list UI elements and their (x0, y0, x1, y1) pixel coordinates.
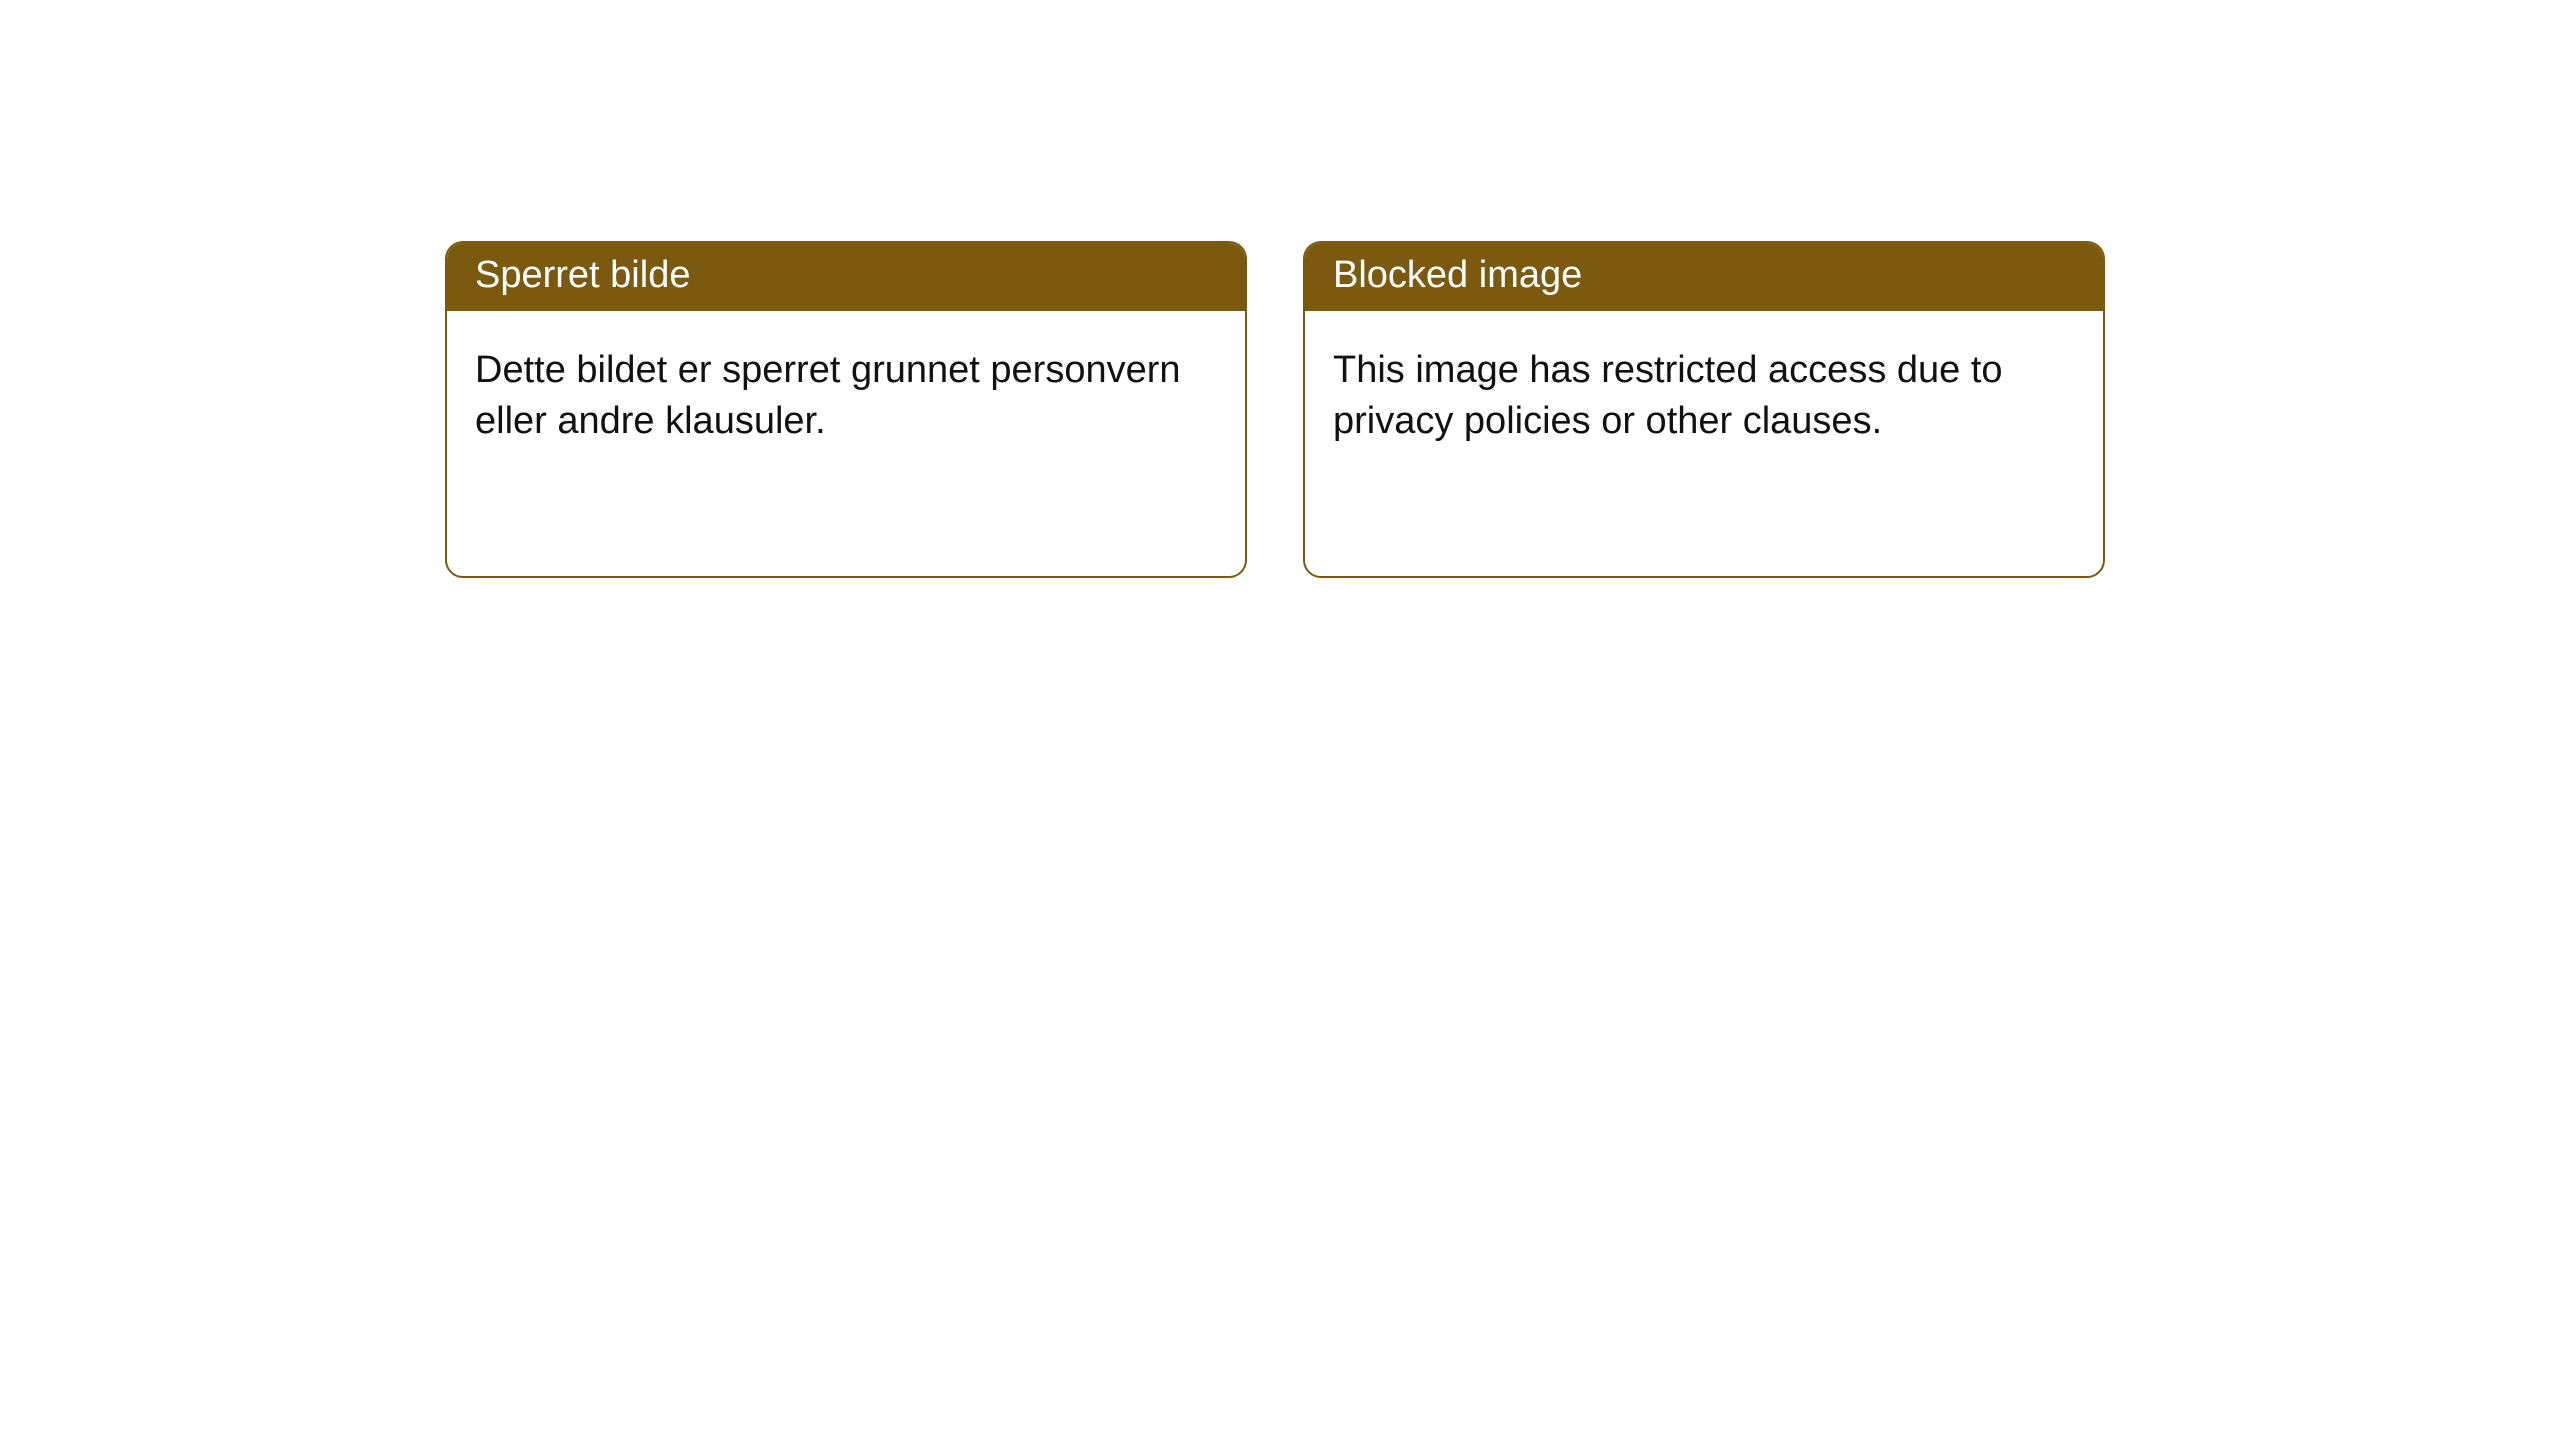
notice-container: Sperret bilde Dette bildet er sperret gr… (0, 0, 2560, 578)
blocked-image-card-no: Sperret bilde Dette bildet er sperret gr… (445, 241, 1247, 578)
blocked-image-title-en: Blocked image (1305, 243, 2103, 311)
blocked-image-body-no: Dette bildet er sperret grunnet personve… (447, 311, 1245, 476)
blocked-image-title-no: Sperret bilde (447, 243, 1245, 311)
blocked-image-body-en: This image has restricted access due to … (1305, 311, 2103, 476)
blocked-image-card-en: Blocked image This image has restricted … (1303, 241, 2105, 578)
